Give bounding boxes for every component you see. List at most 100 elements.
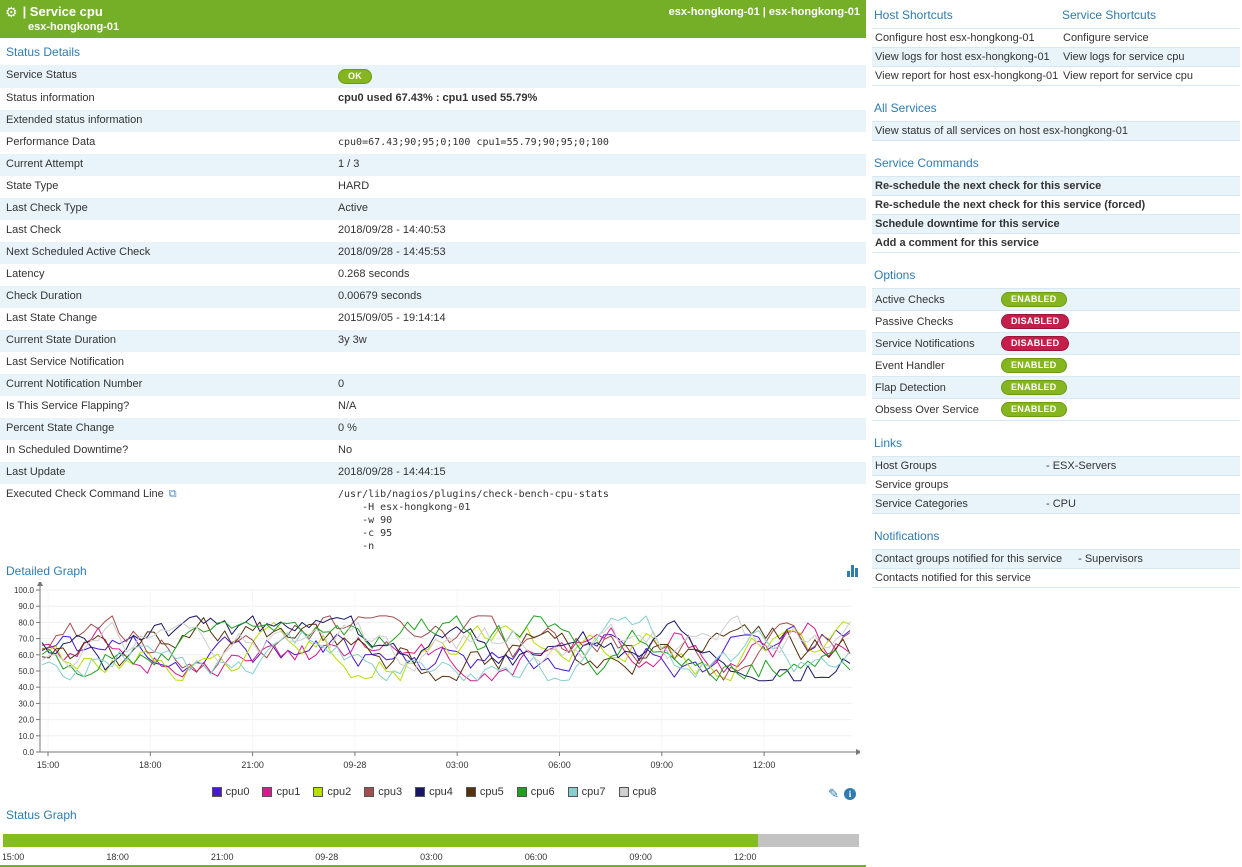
service-detail-page: ⚙ | Service cpu esx-hongkong-01 | esx-ho… (0, 0, 1242, 867)
status-graph-bar (3, 834, 859, 847)
link-label: Service groups (875, 479, 1046, 491)
gear-icon[interactable]: ⚙ (5, 5, 18, 19)
status-row-label: Current Attempt (0, 154, 334, 174)
options-section: Options Active ChecksENABLEDPassive Chec… (872, 262, 1240, 421)
legend-item-cpu7: cpu7 (568, 786, 606, 798)
legend-label: cpu3 (378, 786, 402, 798)
options-heading: Options (872, 262, 1240, 288)
status-tick-label: 12:00 (734, 852, 757, 862)
svg-text:15:00: 15:00 (37, 760, 60, 770)
command-item[interactable]: Re-schedule the next check for this serv… (872, 177, 1240, 196)
status-row: Last Service Notification (0, 352, 866, 374)
svg-text:90.0: 90.0 (18, 602, 34, 611)
service-shortcut-link[interactable]: View logs for service cpu (1063, 51, 1236, 63)
all-services-heading: All Services (872, 95, 1240, 121)
command-item[interactable]: Schedule downtime for this service (872, 215, 1240, 234)
command-icon[interactable]: ⧉ (169, 488, 177, 501)
enabled-badge[interactable]: ENABLED (1001, 380, 1067, 395)
notification-row: Contact groups notified for this service… (872, 550, 1240, 569)
legend-label: cpu2 (327, 786, 351, 798)
header-hostname: esx-hongkong-01 (28, 21, 860, 33)
status-row-value: Active (334, 198, 372, 218)
service-header: ⚙ | Service cpu esx-hongkong-01 | esx-ho… (0, 0, 866, 38)
link-row: Host Groups- ESX-Servers (872, 457, 1240, 476)
status-row-value: 3y 3w (334, 330, 371, 350)
status-row: In Scheduled Downtime?No (0, 440, 866, 462)
legend-swatch (466, 787, 476, 797)
detailed-graph[interactable]: 100.090.080.070.060.050.040.030.020.010.… (0, 582, 866, 801)
legend-label: cpu1 (276, 786, 300, 798)
status-row-label: Status information (0, 88, 334, 108)
options-rows: Active ChecksENABLEDPassive ChecksDISABL… (872, 288, 1240, 421)
svg-text:70.0: 70.0 (18, 635, 34, 644)
legend-item-cpu0: cpu0 (212, 786, 250, 798)
main-panel: ⚙ | Service cpu esx-hongkong-01 | esx-ho… (0, 0, 866, 867)
status-row-value: OK (334, 65, 376, 88)
enabled-badge[interactable]: ENABLED (1001, 292, 1067, 307)
status-row-label: Current State Duration (0, 330, 334, 350)
legend-label: cpu8 (633, 786, 657, 798)
status-row-label: State Type (0, 176, 334, 196)
status-row-value (334, 352, 342, 360)
status-row-label: Check Duration (0, 286, 334, 306)
status-table: Service StatusOKStatus informationcpu0 u… (0, 65, 866, 557)
link-value[interactable]: - ESX-Servers (1046, 460, 1116, 472)
status-tick-label: 18:00 (106, 852, 129, 862)
cpu-line-chart[interactable]: 100.090.080.070.060.050.040.030.020.010.… (2, 582, 860, 780)
link-label: Service Categories (875, 498, 1046, 510)
status-row: Percent State Change0 % (0, 418, 866, 440)
links-heading: Links (872, 430, 1240, 456)
status-row-label: Extended status information (0, 110, 334, 130)
notifications-heading: Notifications (872, 523, 1240, 549)
service-commands-heading: Service Commands (872, 150, 1240, 176)
status-row-label: In Scheduled Downtime? (0, 440, 334, 460)
series-cpu1 (42, 623, 850, 681)
status-row: Current Attempt1 / 3 (0, 154, 866, 176)
host-shortcut-link[interactable]: View logs for host esx-hongkong-01 (875, 51, 1063, 63)
service-shortcut-link[interactable]: Configure service (1063, 32, 1236, 44)
status-tick-label: 03:00 (420, 852, 443, 862)
option-row: Obsess Over ServiceENABLED (872, 399, 1240, 421)
header-host-service: esx-hongkong-01 | esx-hongkong-01 (669, 6, 860, 18)
graph-info-icon[interactable]: i (844, 788, 856, 800)
link-value[interactable]: - CPU (1046, 498, 1076, 510)
link-label: Host Groups (875, 460, 1046, 472)
command-item[interactable]: Add a comment for this service (872, 234, 1240, 253)
bar-chart-icon[interactable] (847, 565, 858, 577)
status-row: Is This Service Flapping?N/A (0, 396, 866, 418)
status-row-value: 2015/09/05 - 19:14:14 (334, 308, 450, 328)
service-shortcut-link[interactable]: View report for service cpu (1063, 70, 1236, 82)
enabled-badge[interactable]: ENABLED (1001, 358, 1067, 373)
status-row: Check Duration0.00679 seconds (0, 286, 866, 308)
status-row-value: 0 % (334, 418, 361, 438)
status-row-label: Last Service Notification (0, 352, 334, 372)
notifications-section: Notifications Contact groups notified fo… (872, 523, 1240, 588)
edit-graph-icon[interactable]: ✎ (828, 788, 839, 800)
page-title: | Service cpu (23, 4, 103, 19)
host-shortcut-link[interactable]: Configure host esx-hongkong-01 (875, 32, 1063, 44)
status-tick-label: 06:00 (525, 852, 548, 862)
status-segment-nodata (758, 834, 859, 847)
command-item[interactable]: Re-schedule the next check for this serv… (872, 196, 1240, 215)
legend-label: cpu6 (531, 786, 555, 798)
svg-text:80.0: 80.0 (18, 618, 34, 627)
host-shortcut-link[interactable]: View report for host esx-hongkong-01 (875, 70, 1063, 82)
notification-label: Contact groups notified for this service (875, 553, 1062, 565)
option-label: Obsess Over Service (875, 404, 1001, 416)
legend-label: cpu5 (480, 786, 504, 798)
detailed-graph-title: Detailed Graph (6, 564, 87, 578)
status-row-value: 2018/09/28 - 14:44:15 (334, 462, 450, 482)
status-row-value: 1 / 3 (334, 154, 363, 174)
notification-value[interactable]: - Supervisors (1078, 553, 1143, 565)
svg-text:09-28: 09-28 (343, 760, 366, 770)
enabled-badge[interactable]: ENABLED (1001, 402, 1067, 417)
svg-text:18:00: 18:00 (139, 760, 162, 770)
status-row: Executed Check Command Line⧉/usr/lib/nag… (0, 484, 866, 557)
all-services-link[interactable]: View status of all services on host esx-… (872, 122, 1240, 141)
status-row-label: Last Check Type (0, 198, 334, 218)
status-row: Last Check TypeActive (0, 198, 866, 220)
disabled-badge[interactable]: DISABLED (1001, 314, 1069, 329)
disabled-badge[interactable]: DISABLED (1001, 336, 1069, 351)
svg-text:09:00: 09:00 (651, 760, 674, 770)
option-row: Passive ChecksDISABLED (872, 311, 1240, 333)
